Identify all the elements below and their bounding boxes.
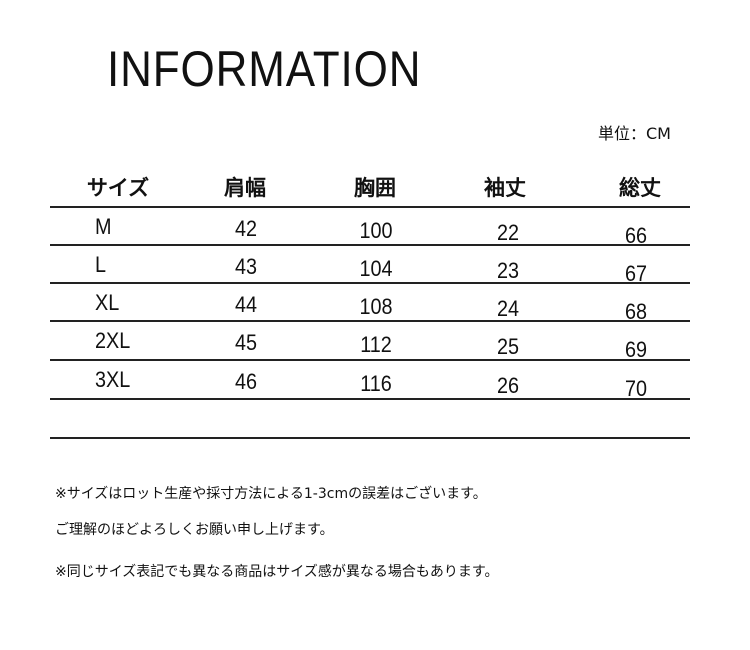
measurement-cell: 23: [496, 258, 520, 283]
unit-label: 単位：CM: [598, 124, 671, 143]
table-divider: [50, 359, 690, 361]
column-header: 胸囲: [354, 176, 396, 200]
size-cell: 3XL: [95, 367, 131, 392]
measurement-cell: 42: [234, 216, 258, 241]
size-cell: XL: [95, 290, 120, 315]
table-divider: [50, 244, 690, 246]
table-divider: [50, 437, 690, 439]
column-header: 袖丈: [484, 176, 526, 200]
column-header: サイズ: [86, 176, 150, 200]
measurement-cell: 67: [624, 261, 648, 286]
page-title: INFORMATION: [107, 41, 422, 97]
measurement-cell: 108: [359, 294, 393, 319]
measurement-cell: 26: [496, 373, 520, 398]
note-1: ※サイズはロット生産や採寸方法による1-3cmの誤差はございます。: [55, 486, 487, 502]
size-cell: L: [95, 252, 107, 277]
size-cell: 2XL: [95, 328, 131, 353]
column-header: 肩幅: [224, 176, 266, 200]
measurement-cell: 45: [234, 330, 258, 355]
table-divider: [50, 398, 690, 400]
measurement-cell: 116: [360, 371, 392, 396]
measurement-cell: 69: [624, 337, 648, 362]
measurement-cell: 44: [234, 292, 258, 317]
measurement-cell: 46: [234, 369, 258, 394]
size-cell: M: [95, 214, 112, 239]
note-2: ご理解のほどよろしくお願い申し上げます。: [55, 522, 334, 538]
table-divider: [50, 320, 690, 322]
measurement-cell: 104: [359, 256, 393, 281]
measurement-cell: 22: [496, 220, 520, 245]
measurement-cell: 43: [234, 254, 258, 279]
column-header: 総丈: [619, 176, 661, 200]
measurement-cell: 70: [624, 376, 648, 401]
measurement-cell: 66: [624, 223, 648, 248]
table-divider: [50, 206, 690, 208]
measurement-cell: 100: [359, 218, 393, 243]
measurement-cell: 25: [496, 334, 520, 359]
table-divider: [50, 282, 690, 284]
measurement-cell: 68: [624, 299, 648, 324]
note-3: ※同じサイズ表記でも異なる商品はサイズ感が異なる場合もあります。: [55, 564, 499, 580]
measurement-cell: 24: [496, 296, 520, 321]
measurement-cell: 112: [360, 332, 392, 357]
